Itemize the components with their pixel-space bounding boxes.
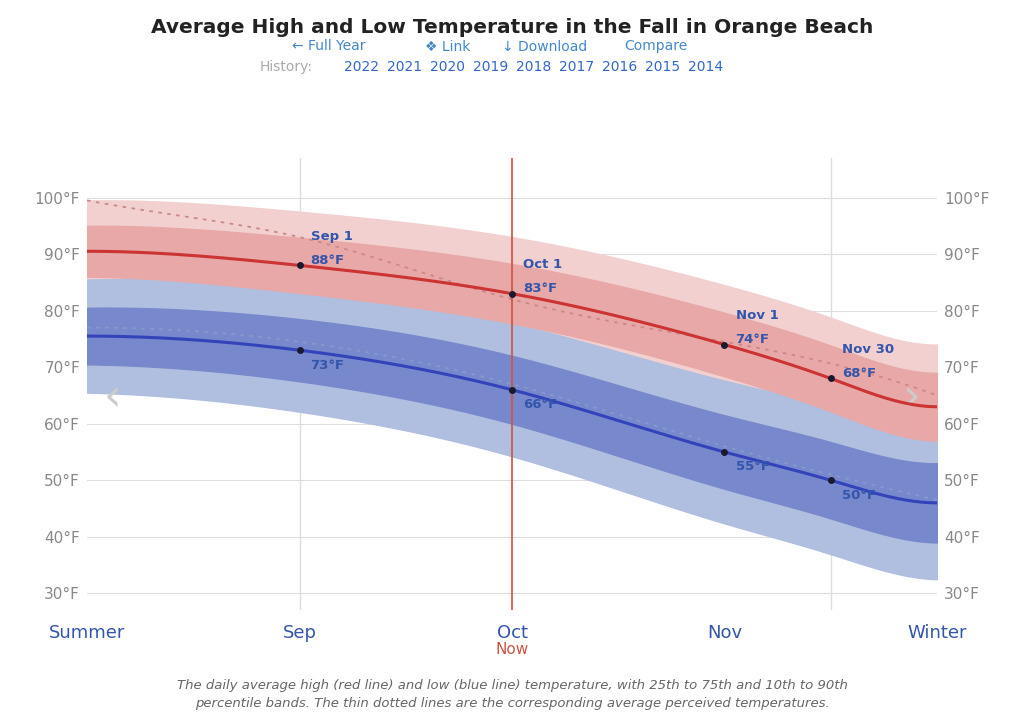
Text: 55°F: 55°F [735,460,769,473]
Text: 2020: 2020 [430,60,465,74]
Text: 2018: 2018 [516,60,551,74]
Text: 88°F: 88°F [310,254,345,267]
Text: 83°F: 83°F [523,282,557,295]
Text: 2021: 2021 [387,60,422,74]
Text: ↓ Download: ↓ Download [502,39,587,53]
Text: 66°F: 66°F [523,398,557,411]
Text: History:: History: [260,60,313,74]
Text: 2022: 2022 [344,60,379,74]
Text: Average High and Low Temperature in the Fall in Orange Beach: Average High and Low Temperature in the … [151,18,873,37]
Text: Nov 30: Nov 30 [842,343,894,356]
Text: 73°F: 73°F [310,359,344,372]
Text: ‹: ‹ [103,376,122,419]
Text: ›: › [902,376,921,419]
Text: Now: Now [496,642,528,657]
Text: Sep 1: Sep 1 [310,230,352,243]
Text: 2015: 2015 [645,60,680,74]
Text: 2019: 2019 [473,60,508,74]
Text: Compare: Compare [625,39,688,53]
Text: 50°F: 50°F [842,489,876,502]
Text: 2017: 2017 [559,60,594,74]
Text: 2016: 2016 [602,60,637,74]
Text: ❖ Link: ❖ Link [425,39,470,53]
Text: 68°F: 68°F [842,367,876,380]
Text: Oct 1: Oct 1 [523,258,562,271]
Text: ← Full Year: ← Full Year [292,39,366,53]
Text: Nov 1: Nov 1 [735,309,778,322]
Text: The daily average high (red line) and low (blue line) temperature, with 25th to : The daily average high (red line) and lo… [176,679,848,709]
Text: 2014: 2014 [688,60,723,74]
Text: 74°F: 74°F [735,333,769,346]
